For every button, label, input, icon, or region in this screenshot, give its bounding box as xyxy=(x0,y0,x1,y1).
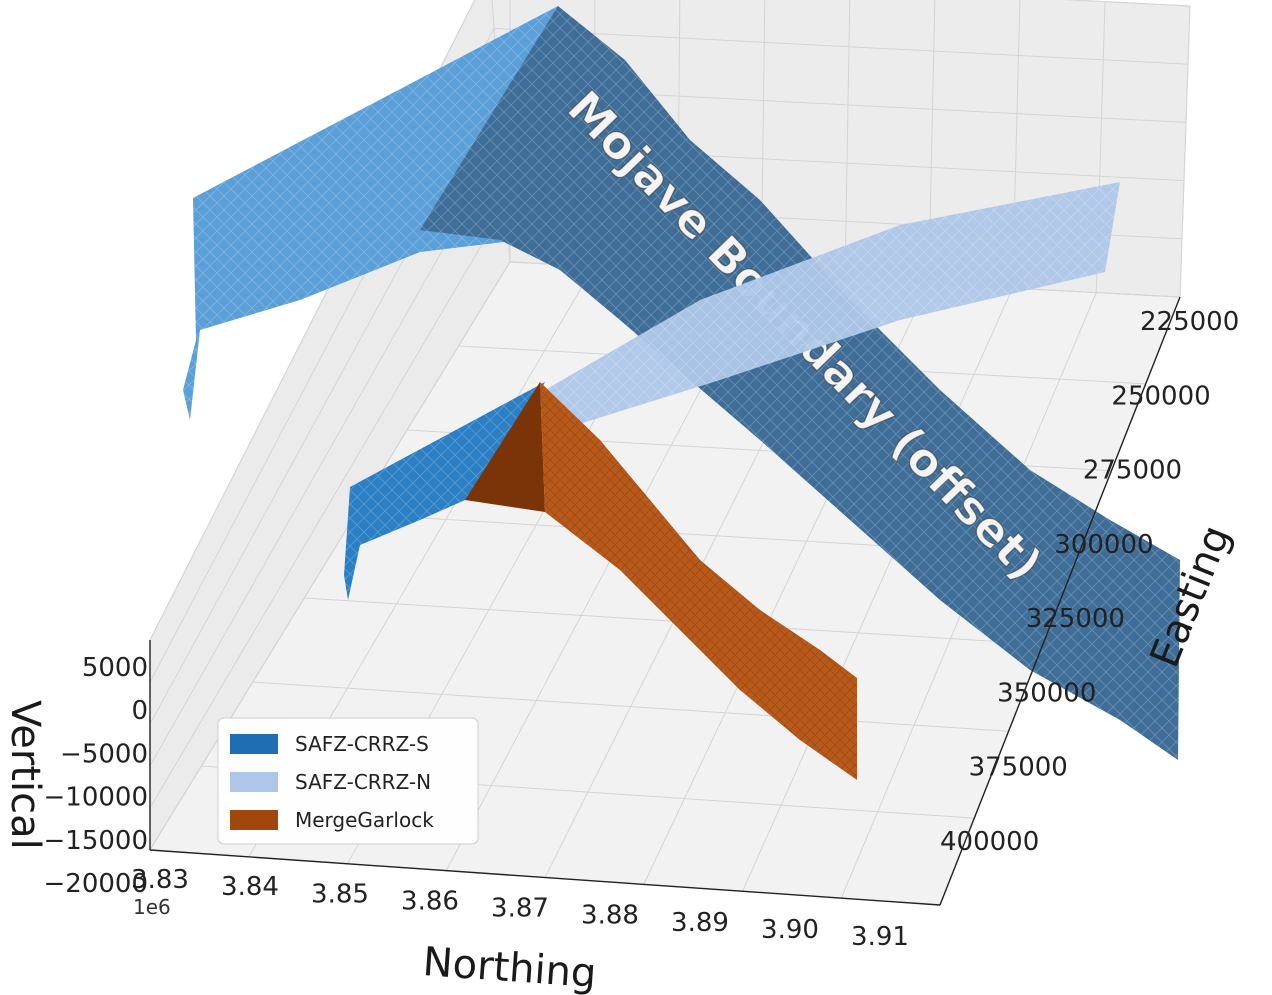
y-tick-label: 350000 xyxy=(997,678,1096,708)
x-offset-label: 1e6 xyxy=(133,895,171,919)
x-tick-label: 3.84 xyxy=(221,872,279,902)
y-tick-label: 225000 xyxy=(1140,307,1239,337)
y-tick-label: 275000 xyxy=(1083,456,1182,486)
y-tick-labels: 225000 250000 275000 300000 325000 350000 3750… xyxy=(940,307,1239,857)
axis-lines xyxy=(149,296,1181,906)
legend-swatch-safz-crrz-s xyxy=(230,734,278,754)
z-axis-label: Vertical xyxy=(2,700,48,850)
offset-surface-wing-mesh xyxy=(183,6,558,420)
grid-line-z-left xyxy=(149,261,511,851)
surface-mergegarlock-dark xyxy=(465,382,545,512)
grid-line-back xyxy=(844,0,851,280)
series-surface-safz-crrz-s xyxy=(344,382,545,600)
z-tick-labels: 5000 0 −5000 −10000 −15000 −20000 xyxy=(44,653,149,899)
series-surface-safz-crrz-n xyxy=(545,182,1120,430)
x-tick-labels: 3.83 3.84 3.85 3.86 3.87 3.88 3.89 3.90 3.91 xyxy=(131,865,909,952)
x-tick-label: 3.87 xyxy=(491,894,549,924)
x-tick-label: 3.86 xyxy=(401,886,459,916)
x-tick-label: 3.90 xyxy=(761,915,819,945)
legend-label-mergegarlock: MergeGarlock xyxy=(295,808,434,832)
z-tick-label: −15000 xyxy=(44,826,149,856)
y-axis-line xyxy=(939,296,1181,906)
z-tick-label: 5000 xyxy=(82,653,148,683)
offset-surface-ribbon-mesh xyxy=(420,6,1180,760)
legend-label-safz-crrz-n: SAFZ-CRRZ-N xyxy=(295,770,431,794)
y-tick-label: 300000 xyxy=(1054,530,1153,560)
legend-swatch-safz-crrz-n xyxy=(230,772,278,792)
y-tick-label: 250000 xyxy=(1111,381,1210,411)
legend-swatch-mergegarlock xyxy=(230,810,278,830)
legend-label-safz-crrz-s: SAFZ-CRRZ-S xyxy=(295,732,429,756)
x-tick-label: 3.85 xyxy=(311,879,369,909)
y-tick-label: 400000 xyxy=(940,827,1039,857)
x-axis-label: Northing xyxy=(421,939,598,995)
grid-line-y xyxy=(252,681,1009,732)
y-tick-label: 375000 xyxy=(969,753,1068,783)
grid-line-z-left xyxy=(149,203,507,809)
x-axis-line xyxy=(149,849,941,906)
x-tick-label: 3.89 xyxy=(671,908,729,938)
z-tick-label: −10000 xyxy=(44,783,149,813)
legend: SAFZ-CRRZ-S SAFZ-CRRZ-N MergeGarlock xyxy=(217,717,479,845)
x-tick-label: 3.91 xyxy=(851,922,909,952)
legend-box xyxy=(217,717,479,845)
x-tick-label: 3.88 xyxy=(581,901,639,931)
grid-line-back xyxy=(1179,5,1191,298)
grid-line-x xyxy=(742,288,1013,892)
x-tick-label: 3.83 xyxy=(131,865,189,895)
z-tick-label: −5000 xyxy=(60,739,148,769)
series-surface-mergegarlock xyxy=(465,382,857,780)
grid-line-z xyxy=(493,27,1189,65)
z-tick-label: −20000 xyxy=(44,869,149,899)
z-tick-label: 0 xyxy=(131,696,148,726)
y-tick-label: 325000 xyxy=(1026,604,1125,634)
